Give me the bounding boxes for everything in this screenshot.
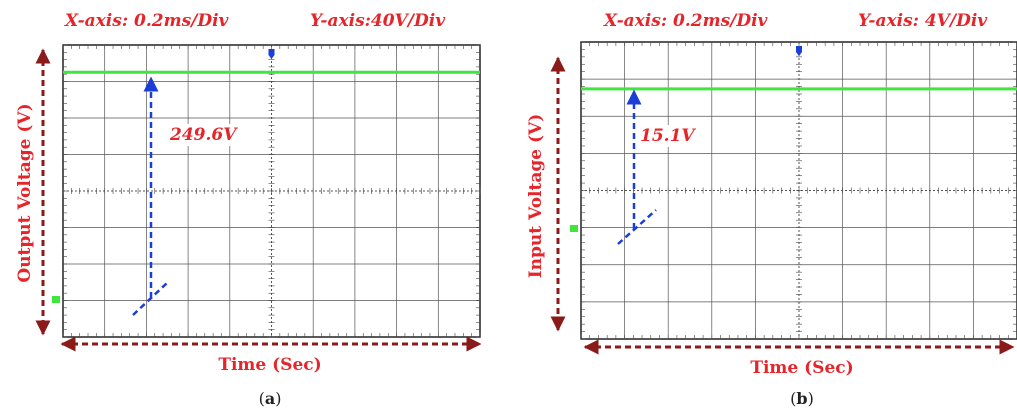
annotation-bg-b bbox=[637, 125, 700, 147]
header-y-axis-a: Y-axis:40V/Div bbox=[310, 11, 446, 31]
x-axis-label-b: Time (Sec) bbox=[750, 358, 853, 378]
plot-area-b: 15.1V bbox=[570, 41, 1017, 340]
panel-b: X-axis: 0.2ms/Div Y-axis: 4V/Div 15.1V I… bbox=[526, 11, 1017, 408]
x-axis-label-a: Time (Sec) bbox=[218, 355, 321, 375]
y-axis-label-a: Output Voltage (V) bbox=[15, 103, 35, 282]
caption-letter-a: a bbox=[265, 389, 275, 408]
annotation-label-b: 15.1V bbox=[640, 126, 696, 146]
trigger-marker-b bbox=[796, 46, 802, 56]
header-y-axis-b: Y-axis: 4V/Div bbox=[858, 11, 988, 31]
arrow-base-a bbox=[132, 282, 168, 316]
trigger-marker-a bbox=[268, 49, 275, 59]
ground-marker-b bbox=[570, 225, 578, 232]
y-axis-label-b: Input Voltage (V) bbox=[526, 114, 546, 279]
ground-marker-a bbox=[52, 296, 60, 303]
arrow-base-b bbox=[617, 209, 657, 245]
header-x-axis-b: X-axis: 0.2ms/Div bbox=[603, 11, 769, 31]
caption-a: (a) bbox=[259, 389, 282, 408]
annotation-label-a: 249.6V bbox=[169, 125, 238, 145]
plot-area-a: 249.6V bbox=[52, 44, 481, 338]
header-x-axis-a: X-axis: 0.2ms/Div bbox=[64, 11, 230, 31]
caption-b: (b) bbox=[790, 389, 814, 408]
caption-letter-b: b bbox=[796, 389, 807, 408]
annotation-bg-a bbox=[166, 124, 242, 146]
panel-a: X-axis: 0.2ms/Div Y-axis:40V/Div 249.6V … bbox=[15, 11, 482, 408]
